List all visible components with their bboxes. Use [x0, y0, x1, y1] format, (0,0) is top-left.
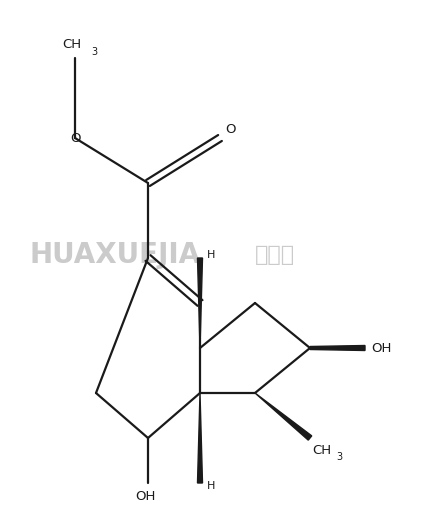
Text: O: O: [70, 132, 80, 145]
Text: O: O: [225, 123, 235, 136]
Text: 3: 3: [336, 451, 343, 462]
Text: CH: CH: [62, 38, 82, 51]
Text: OH: OH: [135, 490, 156, 503]
Text: H: H: [206, 250, 215, 260]
Polygon shape: [197, 393, 203, 483]
Text: H: H: [206, 481, 215, 491]
Text: OH: OH: [371, 342, 392, 355]
Polygon shape: [310, 345, 365, 350]
Text: 3: 3: [91, 46, 97, 57]
Polygon shape: [255, 393, 312, 440]
Text: 化学加: 化学加: [255, 245, 295, 265]
Polygon shape: [197, 258, 203, 348]
Text: HUAXUEJIA: HUAXUEJIA: [29, 241, 200, 269]
Text: CH: CH: [312, 445, 332, 458]
